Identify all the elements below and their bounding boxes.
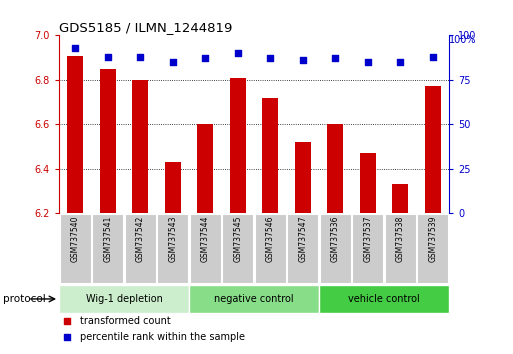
Bar <box>67 57 83 213</box>
FancyBboxPatch shape <box>60 214 91 284</box>
FancyBboxPatch shape <box>352 214 383 284</box>
FancyBboxPatch shape <box>320 214 351 284</box>
Point <box>169 59 177 65</box>
FancyBboxPatch shape <box>319 285 449 313</box>
Point <box>201 56 209 61</box>
Bar <box>392 184 408 213</box>
Text: GSM737543: GSM737543 <box>168 216 177 262</box>
Text: GSM737540: GSM737540 <box>71 216 80 262</box>
Bar <box>262 98 278 213</box>
Text: vehicle control: vehicle control <box>348 294 420 304</box>
Text: GDS5185 / ILMN_1244819: GDS5185 / ILMN_1244819 <box>59 21 232 34</box>
Bar <box>132 80 148 213</box>
Point <box>104 54 112 59</box>
FancyBboxPatch shape <box>125 214 156 284</box>
Bar <box>165 162 181 213</box>
Bar <box>424 86 441 213</box>
Point <box>233 50 242 56</box>
Bar <box>327 124 343 213</box>
Point <box>63 318 71 324</box>
FancyBboxPatch shape <box>190 214 221 284</box>
Point <box>428 54 437 59</box>
Text: GSM737541: GSM737541 <box>103 216 112 262</box>
Bar <box>100 69 116 213</box>
Text: percentile rank within the sample: percentile rank within the sample <box>81 332 245 342</box>
FancyBboxPatch shape <box>385 214 416 284</box>
FancyBboxPatch shape <box>157 214 188 284</box>
Text: GSM737545: GSM737545 <box>233 216 242 262</box>
Bar <box>294 142 311 213</box>
FancyBboxPatch shape <box>59 285 189 313</box>
Point <box>266 56 274 61</box>
Point <box>396 59 404 65</box>
Text: GSM737539: GSM737539 <box>428 216 437 262</box>
Bar <box>197 124 213 213</box>
Text: negative control: negative control <box>214 294 294 304</box>
Text: GSM737547: GSM737547 <box>298 216 307 262</box>
Text: transformed count: transformed count <box>81 316 171 326</box>
FancyBboxPatch shape <box>222 214 253 284</box>
Text: GSM737542: GSM737542 <box>136 216 145 262</box>
Bar <box>229 78 246 213</box>
Text: GSM737537: GSM737537 <box>363 216 372 262</box>
Text: 100%: 100% <box>449 35 477 45</box>
FancyBboxPatch shape <box>417 214 448 284</box>
Text: GSM737536: GSM737536 <box>331 216 340 262</box>
Text: GSM737538: GSM737538 <box>396 216 405 262</box>
FancyBboxPatch shape <box>254 214 286 284</box>
Point <box>136 54 144 59</box>
Point <box>63 335 71 340</box>
Text: protocol: protocol <box>3 294 45 304</box>
FancyBboxPatch shape <box>189 285 319 313</box>
FancyBboxPatch shape <box>92 214 123 284</box>
FancyBboxPatch shape <box>287 214 318 284</box>
Point <box>71 45 80 51</box>
Point <box>364 59 372 65</box>
Point <box>299 57 307 63</box>
Text: GSM737544: GSM737544 <box>201 216 210 262</box>
Point <box>331 56 339 61</box>
Text: GSM737546: GSM737546 <box>266 216 274 262</box>
Text: Wig-1 depletion: Wig-1 depletion <box>86 294 163 304</box>
Bar <box>360 153 376 213</box>
